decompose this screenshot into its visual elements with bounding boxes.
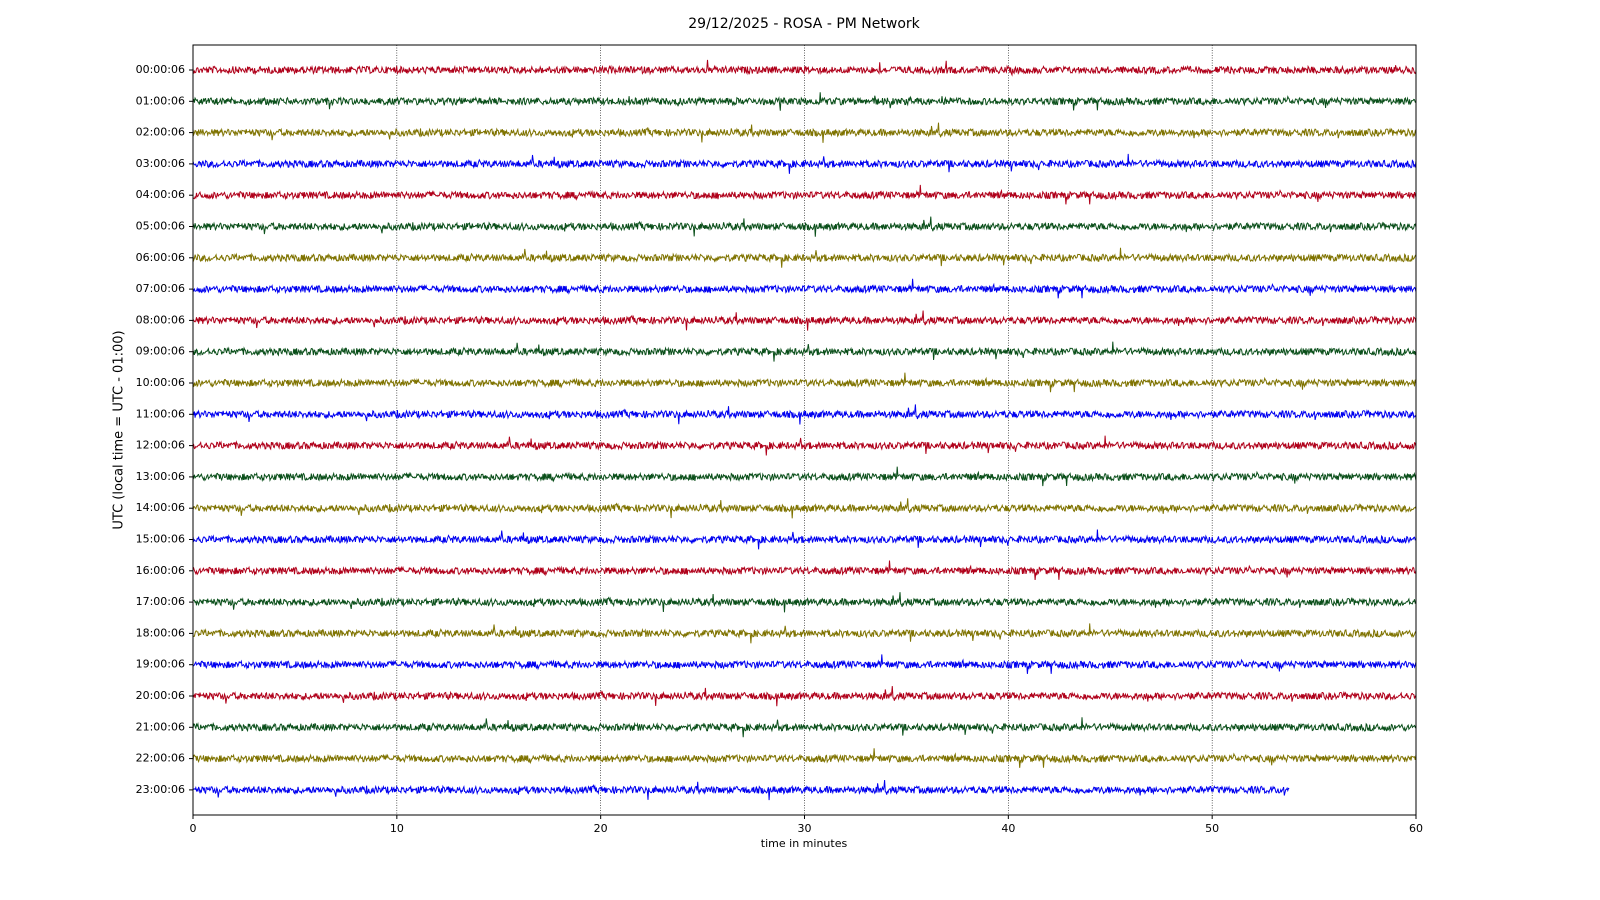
x-tick-label: 60 — [1409, 822, 1423, 835]
x-axis-label: time in minutes — [761, 837, 848, 850]
trace — [192, 122, 1417, 143]
y-tick-label: 17:00:06 — [136, 595, 185, 608]
y-tick-label: 01:00:06 — [136, 94, 185, 107]
trace — [192, 529, 1417, 550]
x-tick-label: 20 — [594, 822, 608, 835]
y-tick-label: 07:00:06 — [136, 282, 185, 295]
y-tick-label: 00:00:06 — [136, 63, 185, 76]
trace — [192, 623, 1417, 644]
trace — [192, 717, 1417, 738]
y-tick-label: 22:00:06 — [136, 752, 185, 765]
y-tick-label: 13:00:06 — [136, 470, 185, 483]
trace — [192, 59, 1417, 77]
y-tick-label: 14:00:06 — [136, 501, 185, 514]
x-tick-label: 10 — [390, 822, 404, 835]
trace — [192, 654, 1417, 674]
trace — [192, 498, 1417, 519]
x-tick-label: 50 — [1205, 822, 1219, 835]
trace — [192, 92, 1417, 111]
trace — [192, 247, 1417, 268]
x-tick-label: 40 — [1001, 822, 1015, 835]
y-tick-label: 16:00:06 — [136, 564, 185, 577]
y-tick-label: 08:00:06 — [136, 313, 185, 326]
y-tick-label: 06:00:06 — [136, 251, 185, 264]
y-tick-label: 10:00:06 — [136, 376, 185, 389]
trace — [192, 748, 1417, 768]
y-tick-label: 20:00:06 — [136, 689, 185, 702]
trace — [192, 560, 1417, 581]
trace — [192, 310, 1417, 331]
y-tick-label: 02:00:06 — [136, 126, 185, 139]
x-tick-label: 0 — [190, 822, 197, 835]
chart-title: 29/12/2025 - ROSA - PM Network — [688, 16, 920, 32]
y-tick-label: 19:00:06 — [136, 658, 185, 671]
y-tick-label: 21:00:06 — [136, 720, 185, 733]
trace — [192, 466, 1417, 487]
trace — [192, 341, 1417, 362]
trace — [192, 435, 1417, 456]
trace — [192, 686, 1417, 707]
trace — [192, 372, 1417, 393]
y-tick-label: 09:00:06 — [136, 345, 185, 358]
y-tick-label: 15:00:06 — [136, 533, 185, 546]
y-tick-label: 12:00:06 — [136, 439, 185, 452]
y-tick-label: 04:00:06 — [136, 188, 185, 201]
x-tick-label: 30 — [798, 822, 812, 835]
trace — [192, 592, 1417, 613]
y-axis-label: UTC (local time = UTC - 01:00) — [112, 330, 127, 529]
y-tick-label: 11:00:06 — [136, 407, 185, 420]
y-tick-label: 18:00:06 — [136, 626, 185, 639]
plot-frame — [192, 44, 1417, 816]
trace — [192, 153, 1417, 174]
y-tick-label: 03:00:06 — [136, 157, 185, 170]
trace — [192, 278, 1417, 299]
y-tick-label: 05:00:06 — [136, 220, 185, 233]
trace — [192, 404, 1417, 425]
y-tick-label: 23:00:06 — [136, 783, 185, 796]
trace — [192, 216, 1417, 237]
trace — [192, 184, 1417, 205]
trace — [192, 779, 1290, 801]
